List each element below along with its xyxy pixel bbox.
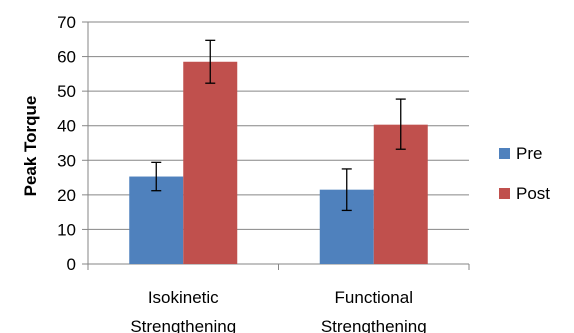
y-tick-label: 50 xyxy=(57,82,76,101)
y-tick-label: 60 xyxy=(57,48,76,67)
y-tick-label: 0 xyxy=(67,255,76,274)
y-tick-label: 20 xyxy=(57,186,76,205)
y-tick-label: 70 xyxy=(57,13,76,32)
legend-label-post: Post xyxy=(516,184,550,203)
y-tick-label: 30 xyxy=(57,151,76,170)
error-bars xyxy=(151,39,406,212)
y-tick-label: 10 xyxy=(57,220,76,239)
legend-label-pre: Pre xyxy=(516,144,542,163)
x-category-label: Isokinetic xyxy=(148,288,219,307)
x-category-label: Strengthening xyxy=(130,317,236,333)
legend-swatch-pre xyxy=(499,148,510,159)
x-category-label: Functional xyxy=(335,288,413,307)
legend-swatch-post xyxy=(499,188,510,199)
bar-post-0 xyxy=(183,61,238,264)
tick-labels: 0 10 20 30 40 50 60 70 Isokinetic Strengthening Fu… xyxy=(57,13,427,333)
y-axis-title: Peak Torque xyxy=(21,96,40,197)
x-category-label: Strengthening xyxy=(321,317,427,333)
y-tick-label: 40 xyxy=(57,117,76,136)
bars xyxy=(129,61,428,264)
legend: Pre Post xyxy=(499,144,550,203)
